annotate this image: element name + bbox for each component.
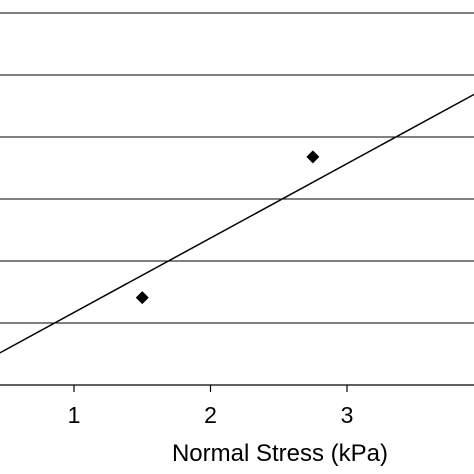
data-point-1 bbox=[135, 291, 149, 305]
x-tick-label-1: 1 bbox=[68, 402, 81, 428]
x-tick-label-2: 2 bbox=[204, 402, 217, 428]
data-point-2 bbox=[306, 150, 320, 164]
x-axis-label: Normal Stress (kPa) bbox=[171, 440, 389, 467]
trendline bbox=[0, 93, 474, 354]
x-tick-label-3: 3 bbox=[341, 402, 354, 428]
